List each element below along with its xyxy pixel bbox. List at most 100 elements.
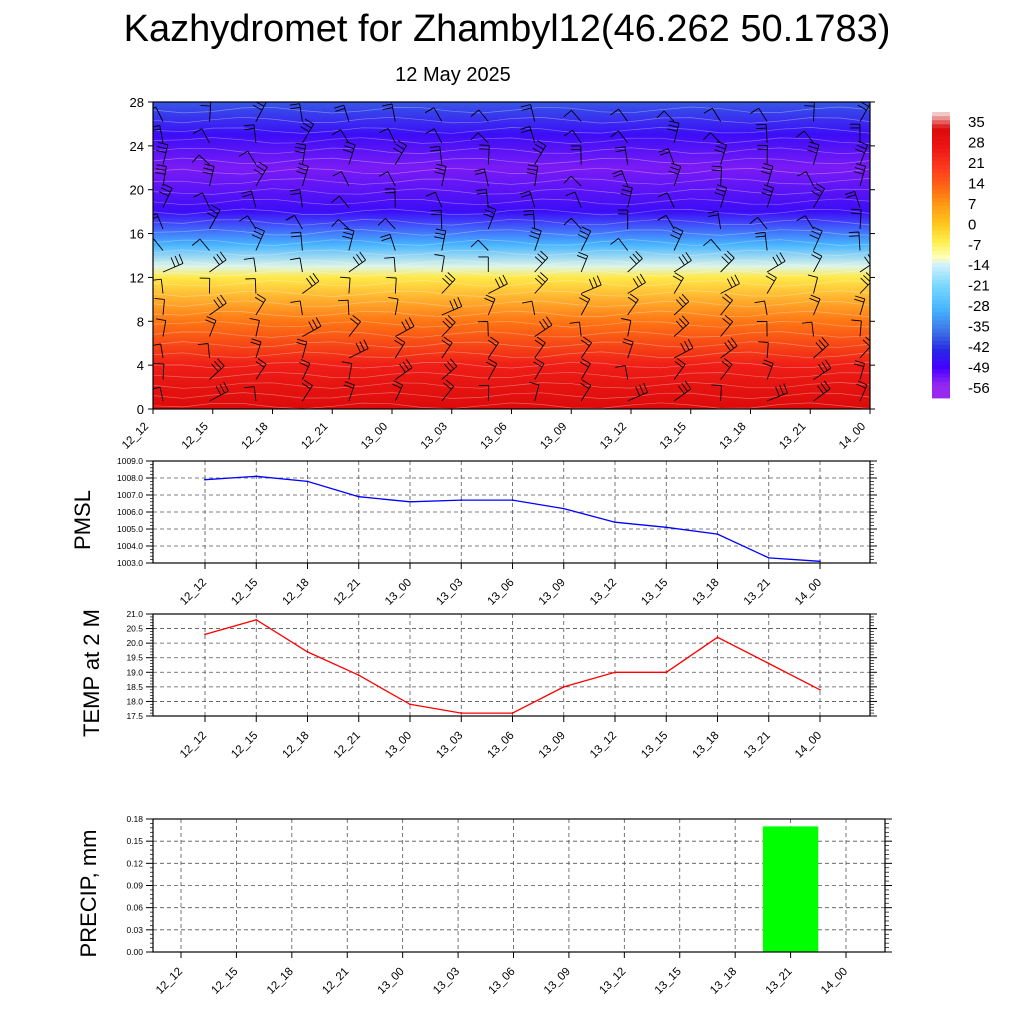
colorbar-swatch [932, 222, 950, 227]
colorbar-swatch [932, 299, 950, 305]
temp-2m-point [665, 671, 668, 674]
wind-barb [673, 358, 686, 380]
wind-barb [244, 386, 257, 402]
pmsl-point [204, 478, 206, 481]
wind-barb [299, 358, 311, 380]
temp-2m-point [767, 662, 770, 665]
wind-barb [714, 141, 728, 165]
wind-barb [658, 148, 675, 165]
wind-barb [434, 254, 445, 273]
wind-barb [703, 132, 721, 144]
colorbar-swatch [932, 295, 950, 301]
x-tick-label: 13_12 [588, 577, 619, 608]
wind-barb [621, 318, 632, 337]
colorbar-swatch [932, 328, 950, 334]
wind-barb [848, 231, 861, 251]
y-tick-label: 18.5 [126, 682, 143, 692]
x-tick-label: 14_00 [837, 421, 868, 452]
wind-barb [301, 379, 313, 402]
contour-line [153, 269, 870, 277]
contour-line [153, 167, 870, 175]
contour-line [153, 147, 870, 155]
wind-barb [809, 226, 823, 251]
x-tick-label: 12_15 [209, 966, 240, 997]
pmsl-point [460, 499, 463, 501]
x-tick-label: 13_09 [542, 966, 573, 997]
wind-barb [395, 359, 413, 380]
wind-barb [243, 257, 257, 273]
y-tick-label: 20 [130, 183, 144, 198]
contour-line [153, 361, 870, 369]
x-tick-label: 13_06 [487, 966, 518, 997]
wind-barb [377, 218, 396, 230]
wind-barb [193, 192, 210, 208]
colorbar-swatch [932, 185, 950, 191]
wind-barb [289, 103, 303, 122]
contour-line [153, 249, 870, 257]
wind-barb [470, 132, 489, 144]
colorbar-swatch [932, 112, 950, 117]
contour-line [153, 320, 870, 328]
wind-barb [807, 141, 820, 165]
wind-barb [379, 127, 396, 144]
wind-barb [749, 216, 768, 230]
colorbar-swatch [932, 377, 950, 383]
wind-barb [570, 145, 582, 165]
y-tick-label: 0.12 [126, 858, 143, 868]
wind-barb [250, 338, 262, 359]
wind-barb [285, 214, 303, 230]
wind-barb [251, 226, 265, 251]
wind-barb [563, 217, 582, 230]
y-tick-label: 0.03 [126, 925, 143, 935]
y-tick-label: 20.5 [126, 624, 143, 634]
colorbar-label: 35 [968, 114, 985, 131]
x-tick-label: 12_18 [240, 421, 271, 452]
wind-barb [809, 294, 821, 316]
pmsl-point [357, 495, 360, 498]
wind-barb [191, 154, 210, 165]
wind-barb [714, 184, 728, 208]
temp-2m-point [614, 671, 616, 674]
wind-barb [762, 359, 774, 380]
pmsl-point [511, 499, 514, 501]
wind-barb [209, 381, 229, 402]
colorbar-swatch [932, 304, 950, 309]
colorbar-label: 7 [968, 196, 976, 213]
colorbar-swatch [932, 197, 950, 203]
x-tick-label: 13_21 [742, 730, 773, 761]
wind-barb [673, 251, 692, 273]
y-tick-label: 21.0 [126, 609, 143, 619]
cross-section-field [153, 102, 870, 409]
wind-barb [813, 359, 832, 380]
wind-barb [673, 293, 690, 316]
wind-barb [241, 190, 257, 208]
colorbar-swatch [932, 144, 950, 150]
colorbar-swatch [932, 291, 950, 297]
wind-barb [441, 315, 456, 337]
wind-barb [296, 162, 309, 187]
temp-2m-point [716, 636, 719, 639]
colorbar-swatch [932, 165, 950, 170]
wind-barb [153, 238, 164, 251]
wind-barb [331, 219, 350, 230]
colorbar-swatch [932, 340, 950, 346]
wind-barb [479, 144, 490, 165]
wind-barb [627, 250, 643, 273]
colorbar-swatch [932, 250, 950, 256]
wind-barb [813, 380, 831, 402]
contour-line [153, 259, 870, 267]
wind-barb [857, 102, 870, 122]
wind-barb [245, 278, 257, 294]
wind-barb [720, 293, 733, 316]
wind-barb [520, 126, 536, 144]
colorbar-swatch [932, 357, 950, 362]
pmsl-point [409, 500, 411, 503]
colorbar-swatch [932, 238, 950, 244]
wind-barb [668, 162, 682, 187]
wind-barb [434, 163, 447, 187]
contour-line [153, 229, 870, 236]
wind-barb [255, 358, 267, 380]
colorbar-swatch [932, 205, 950, 211]
wind-barb [477, 321, 489, 337]
wind-barb [581, 275, 602, 294]
